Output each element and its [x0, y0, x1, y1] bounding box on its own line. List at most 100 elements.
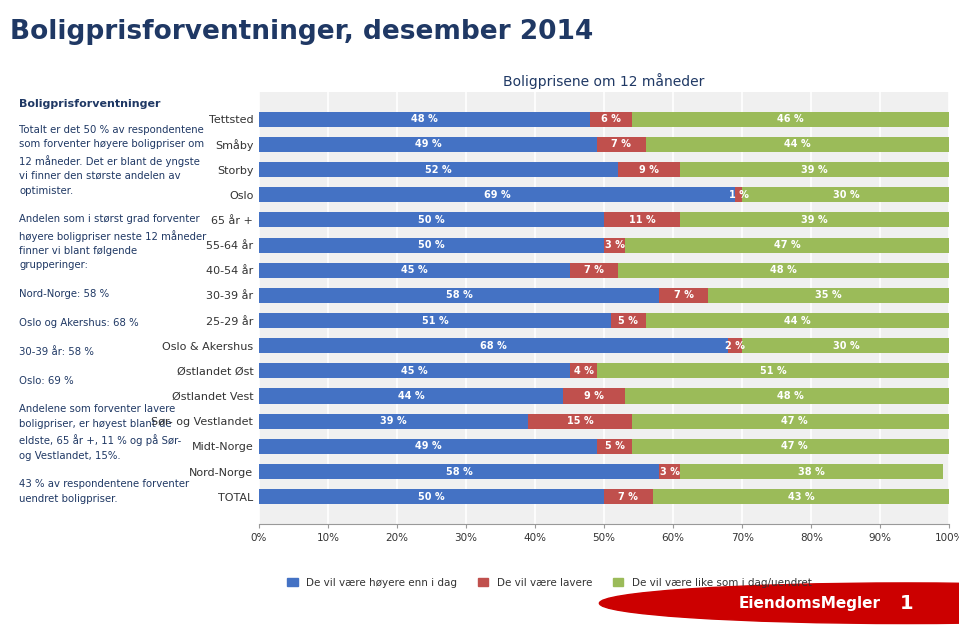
Text: 30 %: 30 % — [832, 190, 859, 200]
Bar — [604, 212, 680, 227]
Text: 44 %: 44 % — [784, 316, 810, 326]
Bar — [611, 313, 645, 328]
Bar — [625, 237, 949, 253]
Bar — [597, 363, 949, 378]
Bar — [736, 187, 742, 203]
Bar — [625, 389, 956, 404]
Bar — [597, 137, 645, 152]
Bar — [259, 489, 604, 504]
Text: 45 %: 45 % — [401, 366, 428, 376]
Text: 30 %: 30 % — [832, 341, 859, 351]
Text: 3 %: 3 % — [604, 240, 624, 250]
Text: 6: 6 — [34, 596, 44, 611]
Text: 43 %: 43 % — [787, 491, 814, 502]
Text: 50 %: 50 % — [418, 215, 445, 225]
Bar — [604, 237, 625, 253]
Text: 7 %: 7 % — [584, 265, 604, 275]
Bar — [259, 237, 604, 253]
Bar — [632, 439, 956, 454]
Bar — [632, 112, 949, 127]
Text: Totalt er det 50 % av respondentene
som forventer høyere boligpriser om
12 måned: Totalt er det 50 % av respondentene som … — [19, 125, 207, 504]
Text: EiendomsMegler: EiendomsMegler — [738, 596, 880, 611]
Text: 5 %: 5 % — [604, 441, 624, 451]
Bar — [591, 112, 632, 127]
Text: 45 %: 45 % — [401, 265, 428, 275]
Text: 38 %: 38 % — [798, 467, 825, 476]
Bar — [652, 489, 949, 504]
Text: 15 %: 15 % — [567, 416, 594, 426]
Bar — [645, 313, 949, 328]
Bar — [680, 162, 949, 177]
Bar — [259, 137, 597, 152]
Text: 69 %: 69 % — [484, 190, 510, 200]
Text: 44 %: 44 % — [398, 391, 424, 401]
Text: 51 %: 51 % — [760, 366, 786, 376]
Bar — [259, 363, 570, 378]
Text: 58 %: 58 % — [446, 467, 473, 476]
Text: 51 %: 51 % — [422, 316, 448, 326]
Bar — [563, 389, 625, 404]
Bar — [259, 187, 736, 203]
Text: 7 %: 7 % — [673, 290, 693, 300]
Bar — [259, 288, 660, 303]
Text: Boligprisene om 12 måneder: Boligprisene om 12 måneder — [503, 73, 705, 89]
Bar — [259, 413, 528, 429]
Circle shape — [599, 583, 959, 624]
Text: 6 %: 6 % — [601, 114, 621, 124]
Text: 1 %: 1 % — [729, 190, 749, 200]
Bar — [528, 413, 632, 429]
Bar — [604, 489, 652, 504]
Bar — [660, 464, 680, 479]
Text: 49 %: 49 % — [415, 441, 441, 451]
Text: 50 %: 50 % — [418, 491, 445, 502]
Bar — [259, 439, 597, 454]
Text: 9 %: 9 % — [584, 391, 604, 401]
Bar — [570, 263, 618, 277]
Bar — [259, 338, 729, 353]
Text: 58 %: 58 % — [446, 290, 473, 300]
Text: 4 %: 4 % — [573, 366, 594, 376]
Text: 5 %: 5 % — [619, 316, 639, 326]
Text: 68 %: 68 % — [480, 341, 507, 351]
Bar — [259, 212, 604, 227]
Bar — [680, 464, 943, 479]
Bar — [259, 313, 611, 328]
Text: 35 %: 35 % — [815, 290, 842, 300]
Text: 39 %: 39 % — [802, 164, 828, 175]
Bar — [259, 162, 618, 177]
Text: Boligprisforventninger, desember 2014: Boligprisforventninger, desember 2014 — [10, 19, 593, 45]
Bar — [742, 338, 949, 353]
Bar — [632, 413, 956, 429]
Text: 3 %: 3 % — [660, 467, 680, 476]
Bar — [742, 187, 949, 203]
Bar — [645, 137, 949, 152]
Text: 47 %: 47 % — [781, 416, 807, 426]
Text: Boligprisforventninger: Boligprisforventninger — [19, 99, 161, 109]
Text: 47 %: 47 % — [774, 240, 801, 250]
Bar — [618, 263, 949, 277]
Bar — [259, 464, 660, 479]
Bar — [259, 112, 591, 127]
Text: 39 %: 39 % — [381, 416, 407, 426]
Text: 7 %: 7 % — [619, 491, 639, 502]
Text: 48 %: 48 % — [777, 391, 804, 401]
Bar — [570, 363, 597, 378]
Text: 46 %: 46 % — [778, 114, 804, 124]
Text: 39 %: 39 % — [802, 215, 828, 225]
Bar — [618, 162, 680, 177]
Text: 52 %: 52 % — [425, 164, 452, 175]
Text: Kilde: Forbrukerundersøkelser, N= 1 000: Kilde: Forbrukerundersøkelser, N= 1 000 — [96, 597, 351, 610]
Text: 50 %: 50 % — [418, 240, 445, 250]
Bar — [708, 288, 949, 303]
Text: 48 %: 48 % — [411, 114, 438, 124]
Bar — [729, 338, 742, 353]
Text: 11 %: 11 % — [629, 215, 655, 225]
Bar — [660, 288, 708, 303]
Text: 49 %: 49 % — [415, 140, 441, 149]
Bar — [259, 263, 570, 277]
Text: 2 %: 2 % — [725, 341, 745, 351]
Legend: De vil være høyere enn i dag, De vil være lavere, De vil være like som i dag/uen: De vil være høyere enn i dag, De vil vær… — [283, 573, 816, 592]
Text: 7 %: 7 % — [612, 140, 631, 149]
Text: 48 %: 48 % — [770, 265, 797, 275]
Text: 47 %: 47 % — [781, 441, 807, 451]
